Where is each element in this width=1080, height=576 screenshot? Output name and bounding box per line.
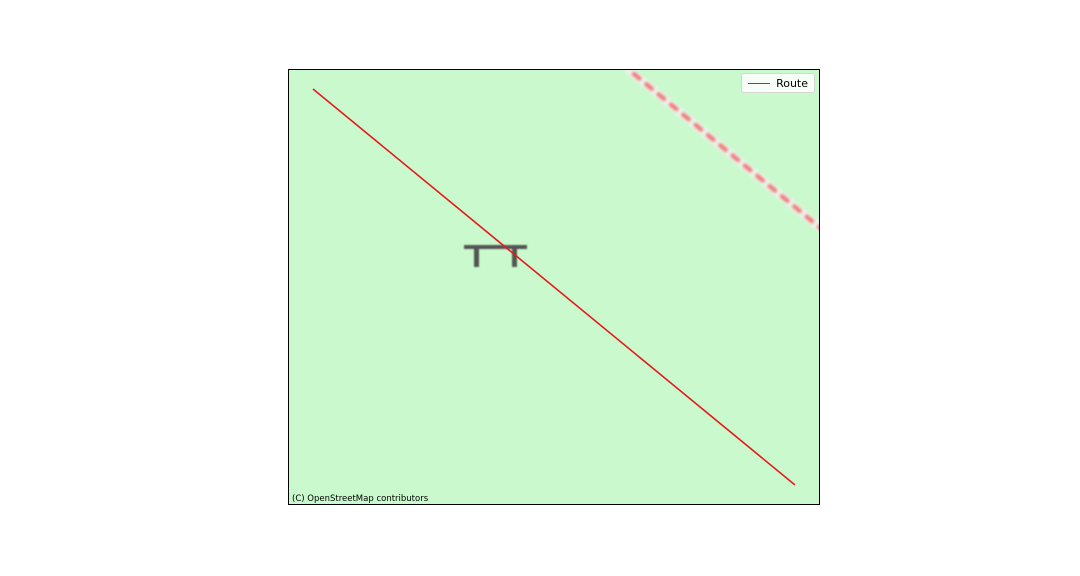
map-attribution: (C) OpenStreetMap contributors: [292, 493, 429, 504]
map-frame[interactable]: Route (C) OpenStreetMap contributors: [288, 69, 820, 505]
dashed-footpath: [624, 70, 819, 233]
map-canvas[interactable]: [289, 70, 819, 504]
legend-route-swatch: [748, 82, 771, 84]
bench-icon: [464, 245, 527, 267]
legend-route-label: Route: [776, 76, 808, 90]
route-line: [312, 88, 796, 486]
legend: Route: [741, 73, 815, 93]
